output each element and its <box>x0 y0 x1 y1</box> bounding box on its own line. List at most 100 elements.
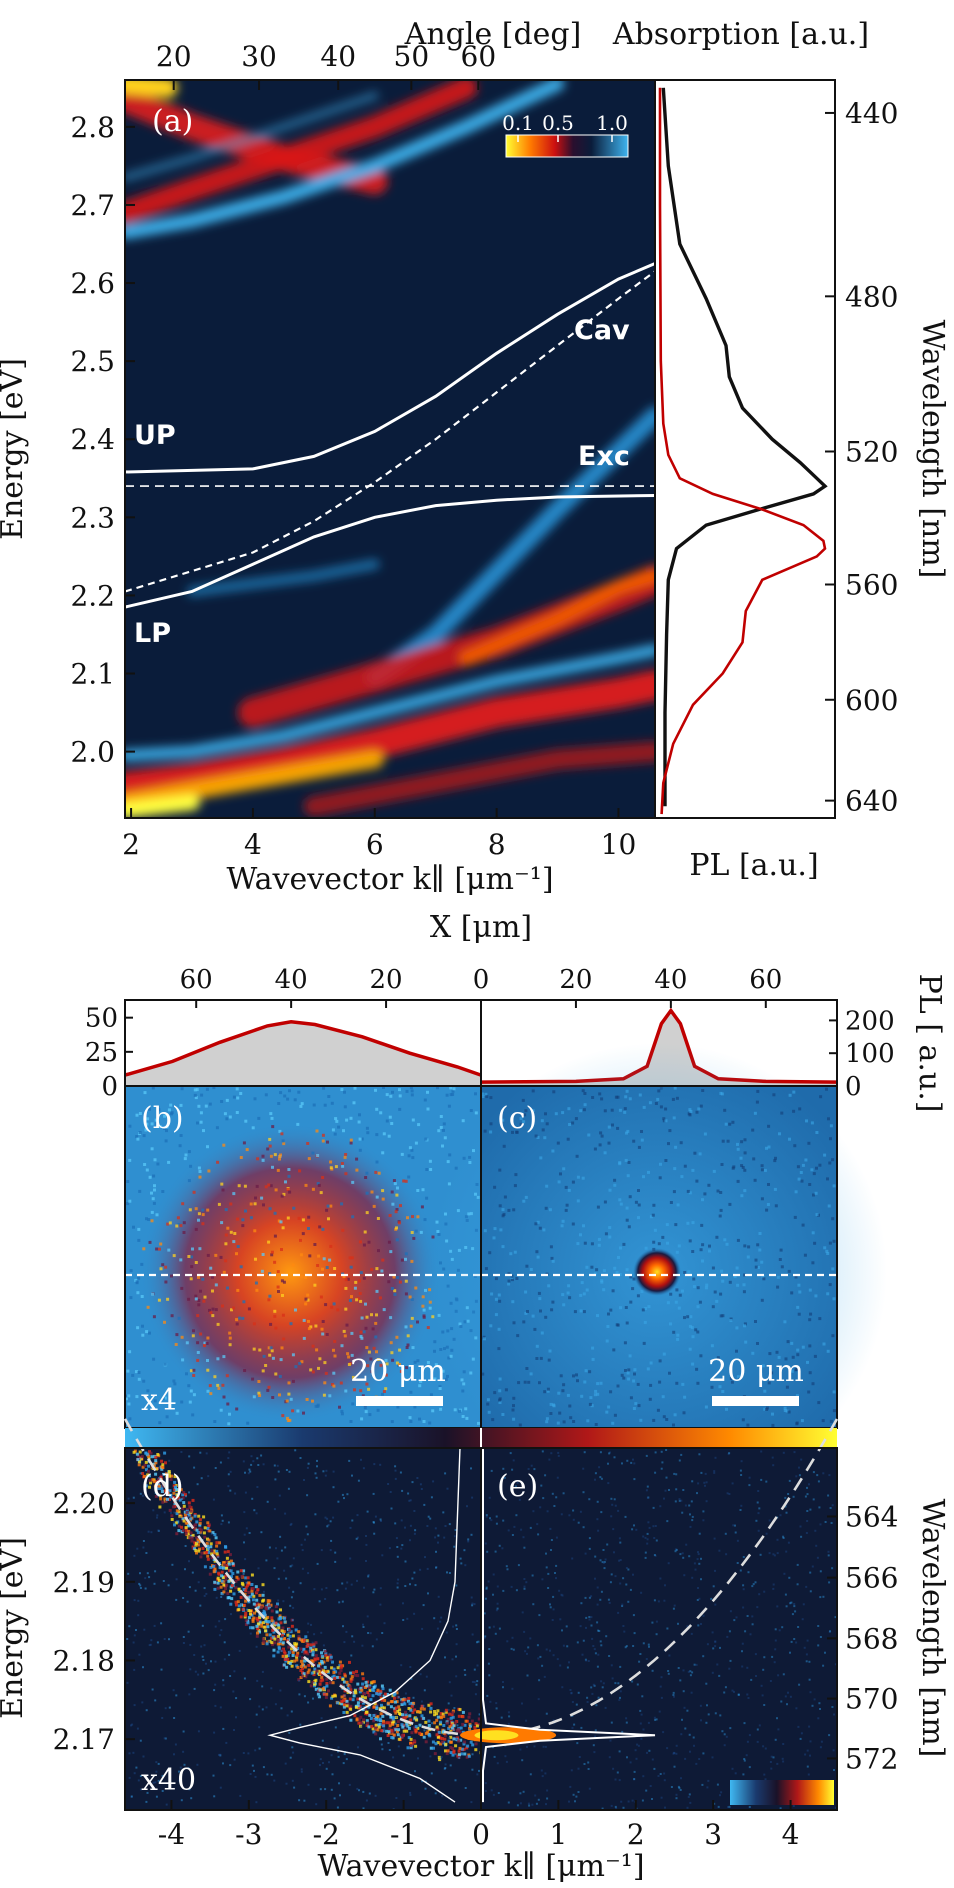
noise-pixel <box>183 1157 187 1161</box>
noise-pixel <box>286 1187 290 1191</box>
noise-pixel <box>219 1408 223 1412</box>
speckle-pixel <box>818 1702 821 1705</box>
speckle-pixel <box>242 1569 246 1573</box>
speckle-pixel <box>379 1712 383 1716</box>
speckle-pixel <box>806 1639 809 1642</box>
speckle-pixel <box>360 1706 363 1709</box>
speckle-pixel <box>652 1525 655 1528</box>
noise-pixel <box>591 1346 595 1350</box>
speckle-pixel <box>164 1707 167 1710</box>
speckle-pixel <box>324 1788 327 1791</box>
noise-pixel <box>153 1399 157 1403</box>
noise-pixel <box>382 1390 386 1393</box>
speckle-pixel <box>455 1584 458 1587</box>
speckle-pixel <box>250 1573 254 1577</box>
noise-pixel <box>474 1111 478 1115</box>
noise-pixel <box>608 1226 612 1230</box>
speckle-pixel <box>503 1476 506 1479</box>
noise-pixel <box>286 1419 290 1423</box>
noise-pixel <box>512 1321 516 1325</box>
speckle-pixel <box>725 1553 728 1556</box>
speckle-pixel <box>254 1775 257 1778</box>
speckle-pixel <box>688 1793 691 1796</box>
noise-pixel <box>167 1248 171 1252</box>
noise-pixel <box>252 1322 256 1326</box>
speckle-pixel <box>745 1754 748 1757</box>
noise-pixel <box>732 1165 736 1169</box>
noise-pixel <box>664 1159 668 1162</box>
noise-pixel <box>330 1101 334 1105</box>
speckle-pixel <box>268 1633 272 1637</box>
speckle-pixel <box>141 1472 145 1475</box>
speckle-pixel <box>160 1622 163 1625</box>
noise-pixel <box>196 1121 199 1125</box>
noise-pixel <box>128 1158 132 1162</box>
speckle-pixel <box>340 1702 344 1706</box>
speckle-pixel <box>544 1772 547 1775</box>
speckle-pixel <box>461 1722 465 1726</box>
speckle-pixel <box>409 1666 412 1668</box>
noise-pixel <box>561 1219 565 1223</box>
speckle-pixel <box>407 1492 410 1495</box>
noise-pixel <box>400 1258 404 1262</box>
panel-a-ytick-label: 2.3 <box>70 501 115 534</box>
noise-pixel <box>142 1379 146 1383</box>
noise-pixel <box>691 1362 695 1366</box>
noise-pixel <box>258 1348 262 1352</box>
noise-pixel <box>414 1229 418 1233</box>
speckle-pixel <box>160 1459 164 1463</box>
speckle-pixel <box>245 1584 249 1588</box>
speckle-pixel <box>366 1615 369 1618</box>
speckle-pixel <box>310 1671 314 1675</box>
speckle-pixel <box>607 1482 610 1485</box>
noise-pixel <box>353 1086 357 1090</box>
speckle-pixel <box>764 1778 767 1781</box>
speckle-pixel <box>151 1786 154 1789</box>
speckle-pixel <box>338 1671 342 1675</box>
speckle-pixel <box>447 1702 450 1705</box>
speckle-pixel <box>527 1802 530 1805</box>
noise-pixel <box>502 1212 506 1216</box>
noise-pixel <box>158 1421 162 1425</box>
speckle-pixel <box>282 1663 286 1667</box>
noise-pixel <box>209 1311 213 1315</box>
speckle-pixel <box>817 1644 820 1647</box>
speckle-pixel <box>136 1454 140 1458</box>
speckle-pixel <box>243 1592 247 1596</box>
noise-pixel <box>370 1313 373 1317</box>
noise-pixel <box>291 1379 295 1383</box>
noise-pixel <box>590 1404 594 1408</box>
speckle-pixel <box>455 1675 458 1678</box>
speckle-pixel <box>677 1622 679 1625</box>
speckle-pixel <box>126 1638 129 1640</box>
noise-pixel <box>567 1188 571 1192</box>
noise-pixel <box>374 1321 378 1325</box>
noise-pixel <box>307 1319 310 1323</box>
noise-pixel <box>288 1190 292 1194</box>
speckle-pixel <box>365 1799 368 1802</box>
band-lp-blue <box>187 559 380 597</box>
speckle-pixel <box>435 1718 439 1722</box>
noise-pixel <box>129 1269 133 1273</box>
noise-pixel <box>770 1371 774 1375</box>
speckle-pixel <box>386 1693 390 1696</box>
noise-pixel <box>692 1277 696 1281</box>
noise-pixel <box>163 1114 167 1118</box>
noise-pixel <box>654 1102 658 1105</box>
noise-pixel <box>192 1368 196 1372</box>
noise-pixel <box>423 1218 427 1222</box>
speckle-pixel <box>383 1698 387 1702</box>
noise-pixel <box>799 1171 803 1174</box>
noise-pixel <box>345 1118 349 1122</box>
speckle-pixel <box>678 1499 681 1502</box>
speckle-pixel <box>238 1649 241 1652</box>
speckle-pixel <box>342 1680 346 1684</box>
noise-pixel <box>796 1165 800 1169</box>
speckle-pixel <box>272 1648 276 1652</box>
noise-pixel <box>603 1151 607 1155</box>
noise-pixel <box>222 1395 226 1399</box>
noise-pixel <box>300 1360 304 1364</box>
noise-pixel <box>729 1377 733 1380</box>
speckle-pixel <box>278 1617 282 1621</box>
speckle-pixel <box>603 1561 606 1563</box>
